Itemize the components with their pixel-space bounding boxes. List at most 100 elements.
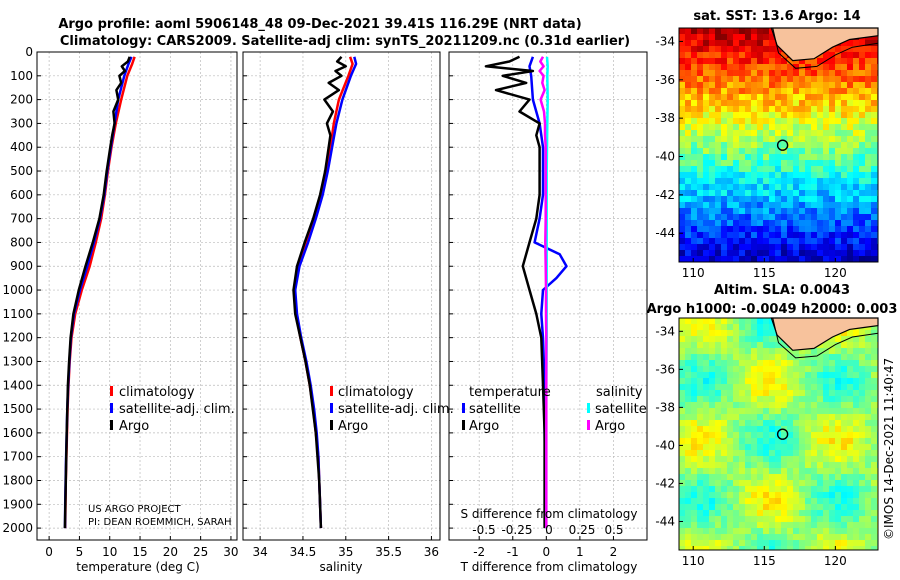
map-cell xyxy=(811,238,817,244)
map-cell xyxy=(781,486,787,492)
map-cell xyxy=(721,226,727,232)
map-cell xyxy=(709,184,715,190)
map-cell xyxy=(745,360,751,366)
map-cell xyxy=(817,58,823,64)
map-cell xyxy=(727,324,733,330)
map-cell xyxy=(745,202,751,208)
map-cell xyxy=(757,184,763,190)
map-cell xyxy=(757,136,763,142)
map-cell xyxy=(805,540,811,546)
legend-climatology: climatology xyxy=(338,385,414,400)
map-cell xyxy=(835,468,841,474)
map-cell xyxy=(823,130,829,136)
map-cell xyxy=(871,342,877,348)
map-cell xyxy=(805,220,811,226)
map-cell xyxy=(811,366,817,372)
map-cell xyxy=(679,88,685,94)
map-cell xyxy=(715,462,721,468)
map-cell xyxy=(859,94,865,100)
map-cell xyxy=(739,82,745,88)
map-cell xyxy=(727,196,733,202)
map-cell xyxy=(745,438,751,444)
map-cell xyxy=(787,480,793,486)
map-cell xyxy=(727,366,733,372)
map-cell xyxy=(835,378,841,384)
map-cell xyxy=(703,172,709,178)
map-cell xyxy=(775,208,781,214)
map-cell xyxy=(829,438,835,444)
map-cell xyxy=(703,232,709,238)
map-cell xyxy=(697,342,703,348)
map-cell xyxy=(817,450,823,456)
map-cell xyxy=(697,360,703,366)
map-cell xyxy=(745,546,751,550)
map-cell xyxy=(787,360,793,366)
map-cell xyxy=(787,94,793,100)
y-tick-label: 1900 xyxy=(2,497,33,511)
map-cell xyxy=(679,390,685,396)
map-cell xyxy=(853,118,859,124)
map-cell xyxy=(805,160,811,166)
map-cell xyxy=(829,250,835,256)
map-cell xyxy=(751,184,757,190)
map-cell xyxy=(703,480,709,486)
map-cell xyxy=(817,456,823,462)
map-cell xyxy=(727,522,733,528)
map-cell xyxy=(793,190,799,196)
map-cell xyxy=(769,196,775,202)
map-cell xyxy=(691,366,697,372)
map-cell xyxy=(859,336,865,342)
map-cell xyxy=(709,414,715,420)
map-cell xyxy=(739,124,745,130)
map-cell xyxy=(847,124,853,130)
map-cell xyxy=(853,202,859,208)
map-cell xyxy=(745,64,751,70)
map-cell xyxy=(769,324,775,330)
map-cell xyxy=(799,100,805,106)
map-cell xyxy=(781,118,787,124)
map-cell xyxy=(757,438,763,444)
map-cell xyxy=(865,58,871,64)
map-cell xyxy=(805,58,811,64)
map-cell xyxy=(697,76,703,82)
map-cell xyxy=(841,522,847,528)
map-cell xyxy=(751,256,757,262)
map-cell xyxy=(793,214,799,220)
map-cell xyxy=(739,130,745,136)
map-cell xyxy=(757,58,763,64)
map-cell xyxy=(739,438,745,444)
map-cell xyxy=(739,330,745,336)
map-cell xyxy=(721,124,727,130)
map-cell xyxy=(799,360,805,366)
map-cell xyxy=(721,426,727,432)
map-cell xyxy=(739,166,745,172)
map-cell xyxy=(871,202,877,208)
map-cell xyxy=(721,76,727,82)
map-cell xyxy=(859,468,865,474)
map-cell xyxy=(709,396,715,402)
map-cell xyxy=(829,202,835,208)
map-cell xyxy=(835,420,841,426)
map-cell xyxy=(829,468,835,474)
map-cell xyxy=(793,118,799,124)
map-cell xyxy=(739,360,745,366)
map-cell xyxy=(709,190,715,196)
plot-frame xyxy=(448,51,648,541)
map-cell xyxy=(757,378,763,384)
map-cell xyxy=(835,480,841,486)
map-cell xyxy=(703,52,709,58)
map-cell xyxy=(775,88,781,94)
legend-swatch-argo xyxy=(110,420,113,430)
map-cell xyxy=(781,378,787,384)
map-cell xyxy=(859,462,865,468)
map-cell xyxy=(703,414,709,420)
map-cell xyxy=(805,244,811,250)
map-cell xyxy=(763,546,769,550)
map-cell xyxy=(787,384,793,390)
map-cell xyxy=(769,414,775,420)
map-cell xyxy=(847,474,853,480)
map-cell xyxy=(745,76,751,82)
map-cell xyxy=(739,528,745,534)
map-cell xyxy=(703,408,709,414)
map-cell xyxy=(733,450,739,456)
